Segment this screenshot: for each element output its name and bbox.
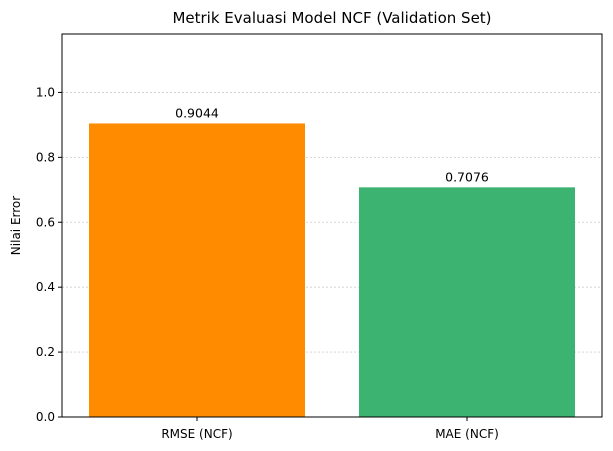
bar: [359, 187, 575, 417]
chart-title: Metrik Evaluasi Model NCF (Validation Se…: [172, 9, 491, 27]
y-tick-label: 0.4: [36, 280, 55, 294]
bars: [89, 123, 575, 417]
x-tick-label: MAE (NCF): [435, 427, 499, 441]
y-tick-label: 0.2: [36, 345, 55, 359]
y-axis-ticks: 0.0 0.2 0.4 0.6 0.8 1.0: [36, 85, 62, 424]
y-tick-label: 1.0: [36, 85, 55, 99]
bar-value-label: 0.7076: [445, 169, 489, 184]
x-tick-label: RMSE (NCF): [161, 427, 232, 441]
data-labels: 0.9044 0.7076: [175, 105, 489, 184]
y-tick-label: 0.6: [36, 215, 55, 229]
y-axis-label: Nilai Error: [9, 196, 23, 255]
x-axis-ticks: RMSE (NCF) MAE (NCF): [161, 417, 499, 441]
bar-value-label: 0.9044: [175, 105, 219, 120]
y-tick-label: 0.8: [36, 150, 55, 164]
bar: [89, 123, 305, 417]
plot-frame: [61, 33, 603, 418]
y-tick-label: 0.0: [36, 410, 55, 424]
